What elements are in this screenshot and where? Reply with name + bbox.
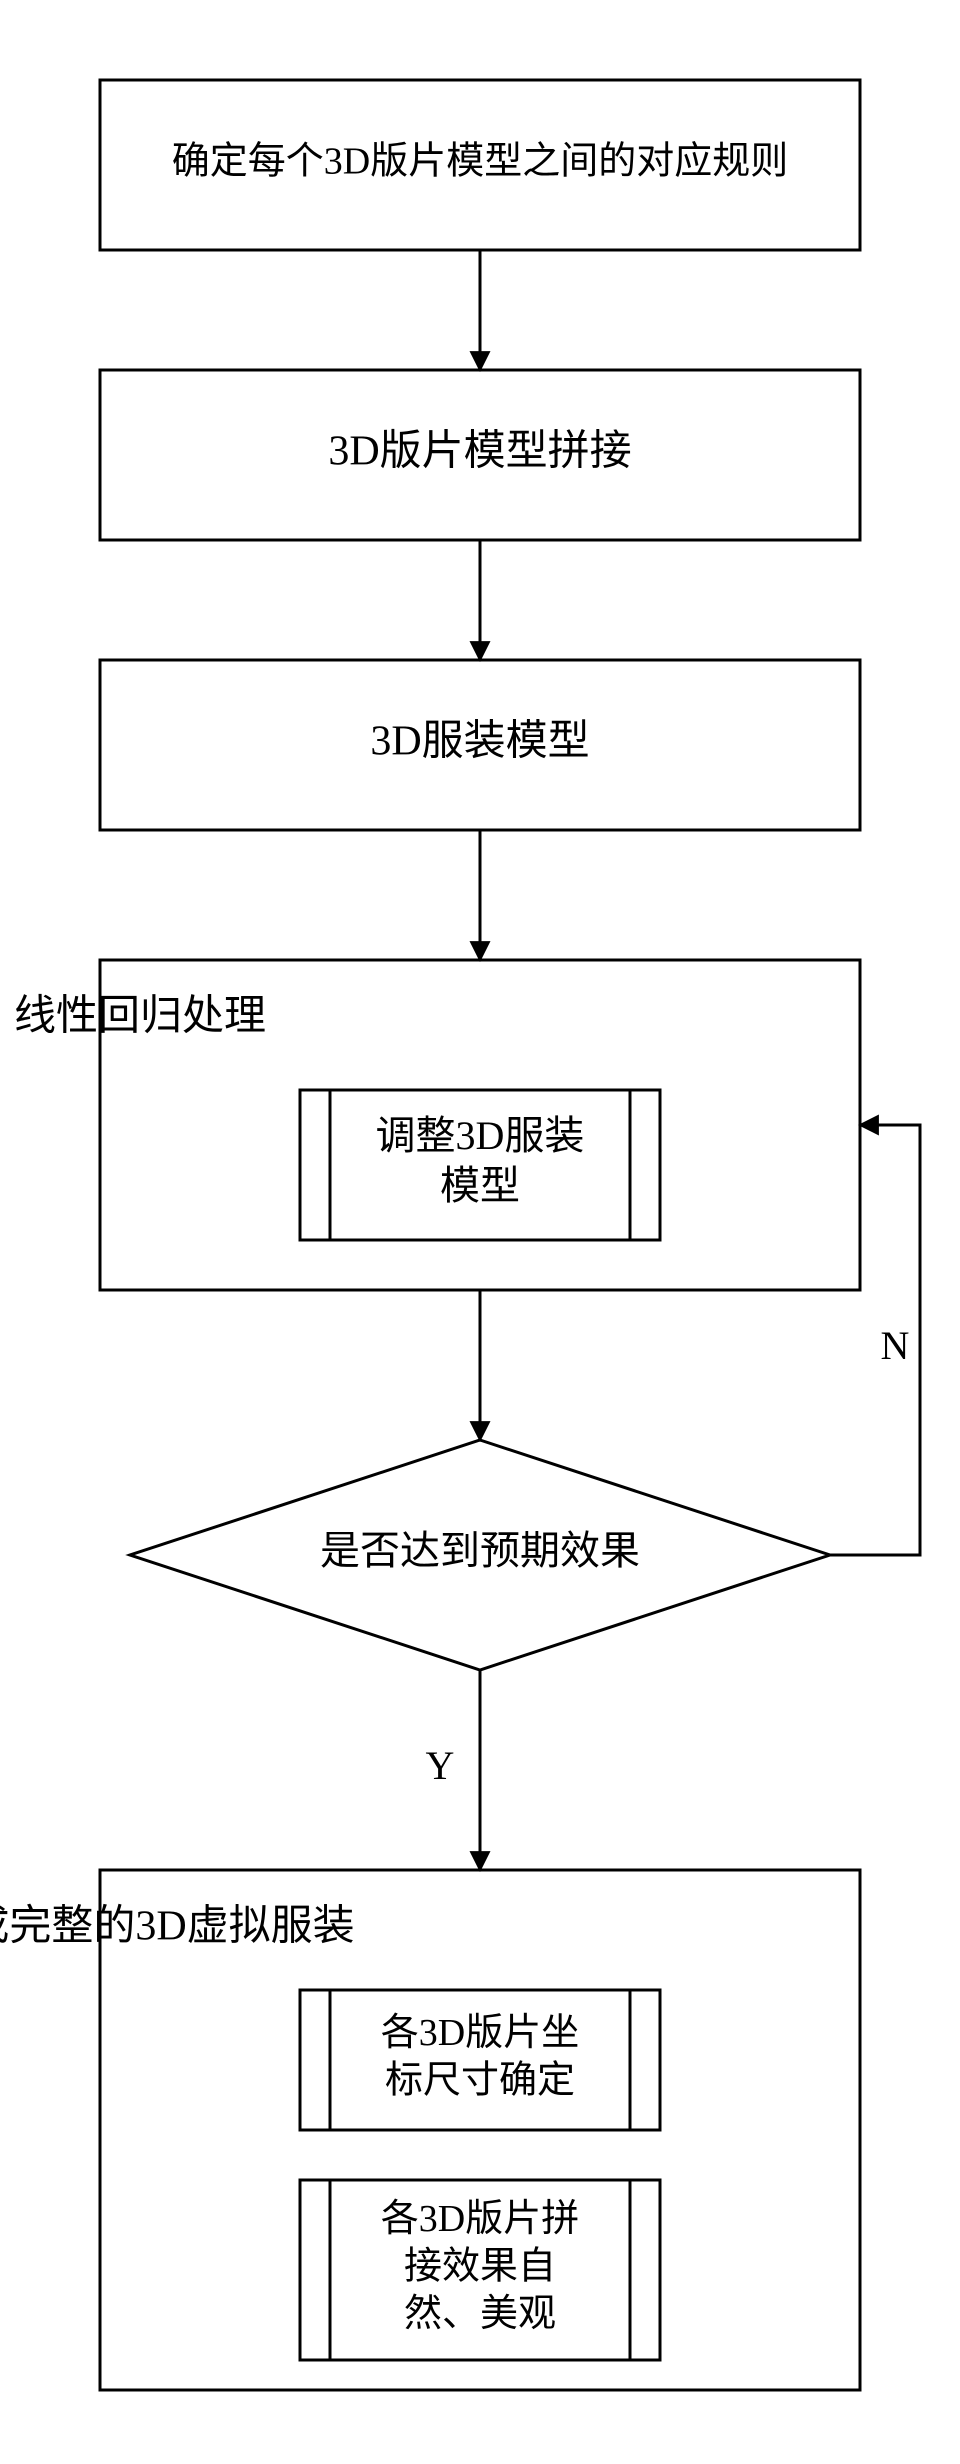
svg-text:各3D版片拼: 各3D版片拼 [381, 2198, 579, 2240]
svg-text:接效果自: 接效果自 [404, 2246, 556, 2288]
svg-text:3D服装模型: 3D服装模型 [370, 719, 589, 765]
svg-text:模型: 模型 [440, 1163, 520, 1208]
svg-text:确定每个3D版片模型之间的对应规则: 确定每个3D版片模型之间的对应规则 [172, 141, 788, 183]
svg-text:标尺寸确定: 标尺寸确定 [385, 2059, 575, 2101]
svg-text:然、美观: 然、美观 [404, 2293, 556, 2335]
svg-text:线性回归处理: 线性回归处理 [14, 994, 266, 1040]
svg-text:调整3D服装: 调整3D服装 [376, 1113, 585, 1158]
svg-text:生成完整的3D虚拟服装: 生成完整的3D虚拟服装 [0, 1903, 355, 1950]
svg-text:Y: Y [426, 1743, 455, 1788]
svg-text:是否达到预期效果: 是否达到预期效果 [320, 1528, 640, 1573]
svg-text:N: N [881, 1323, 910, 1368]
svg-text:各3D版片坐: 各3D版片坐 [381, 2012, 579, 2054]
svg-text:3D版片模型拼接: 3D版片模型拼接 [328, 429, 631, 475]
